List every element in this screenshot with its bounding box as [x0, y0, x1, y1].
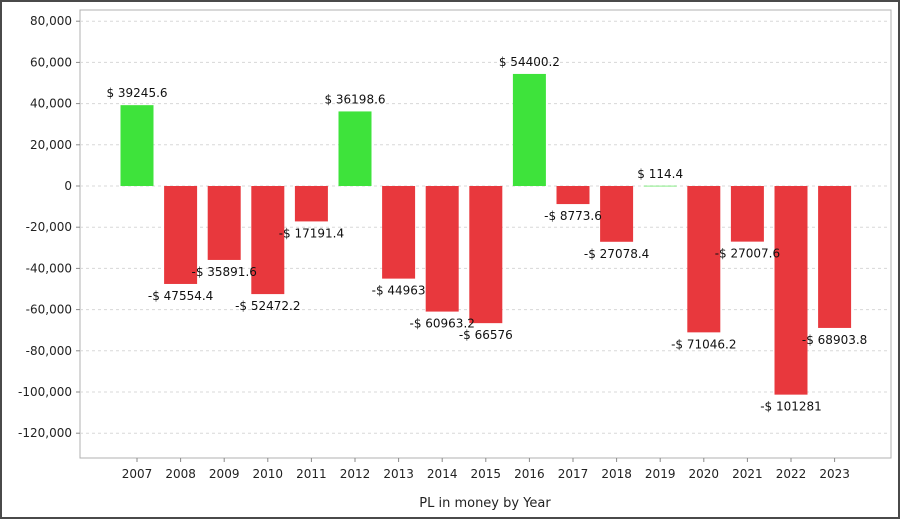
x-tick-label: 2022	[776, 467, 807, 481]
data-label: -$ 44963	[372, 284, 426, 298]
bar-2008	[164, 186, 198, 284]
data-label: -$ 27078.4	[584, 247, 649, 261]
data-labels: $ 39245.6 -$ 47554.4 -$ 35891.6 -$ 52472.2 -…	[106, 55, 867, 414]
bar-2023	[818, 186, 852, 328]
y-axis: 80,000 60,000 40,000 20,000 0 -20,000 -40,000 -…	[18, 14, 80, 440]
data-label: -$ 17191.4	[279, 226, 344, 240]
x-tick-label: 2014	[427, 467, 458, 481]
bar-2013	[382, 186, 416, 279]
x-tick-label: 2019	[645, 467, 676, 481]
data-label: -$ 66576	[459, 328, 513, 342]
data-label: -$ 8773.6	[544, 209, 602, 223]
x-tick-label: 2017	[558, 467, 589, 481]
x-tick-label: 2018	[601, 467, 632, 481]
bars	[120, 73, 852, 395]
data-label: -$ 101281	[760, 400, 822, 414]
x-tick-label: 2016	[514, 467, 545, 481]
y-tick-label: 20,000	[30, 138, 72, 152]
bar-2017	[556, 186, 590, 205]
bar-2007	[120, 105, 154, 186]
bar-2019	[643, 185, 677, 187]
x-tick-label: 2011	[296, 467, 327, 481]
x-tick-label: 2013	[383, 467, 414, 481]
y-tick-label: 0	[64, 179, 72, 193]
x-tick-label: 2021	[732, 467, 763, 481]
bar-2014	[425, 186, 459, 312]
x-tick-label: 2007	[122, 467, 153, 481]
data-label: -$ 47554.4	[148, 289, 213, 303]
y-tick-label: -100,000	[18, 385, 72, 399]
x-axis-title: PL in money by Year	[419, 496, 551, 511]
y-tick-label: -60,000	[26, 303, 72, 317]
bar-2010	[251, 186, 285, 295]
x-tick-label: 2008	[165, 467, 196, 481]
data-label: -$ 52472.2	[235, 299, 300, 313]
y-tick-label: -80,000	[26, 344, 72, 358]
y-tick-label: -40,000	[26, 261, 72, 275]
bar-2018	[600, 186, 634, 242]
bar-2011	[294, 186, 328, 222]
bar-2020	[687, 186, 721, 333]
y-tick-label: 80,000	[30, 14, 72, 28]
y-tick-label: 60,000	[30, 55, 72, 69]
y-tick-label: 40,000	[30, 97, 72, 111]
bar-2022	[774, 186, 808, 395]
data-label: -$ 71046.2	[671, 337, 736, 351]
x-axis: 2007 2008 2009 2010 2011 2012 2013 2014 2015 2016…	[122, 458, 850, 481]
data-label: -$ 60963.2	[409, 317, 474, 331]
bar-2009	[207, 186, 241, 260]
x-tick-label: 2009	[209, 467, 240, 481]
x-tick-label: 2020	[689, 467, 720, 481]
x-tick-label: 2023	[819, 467, 850, 481]
x-tick-label: 2010	[253, 467, 284, 481]
data-label: $ 54400.2	[499, 55, 560, 69]
x-tick-label: 2012	[340, 467, 371, 481]
y-tick-label: -120,000	[18, 426, 72, 440]
y-tick-label: -20,000	[26, 220, 72, 234]
data-label: -$ 35891.6	[191, 265, 256, 279]
data-label: -$ 27007.6	[715, 247, 780, 261]
bar-2015	[469, 186, 503, 324]
bar-2021	[730, 186, 764, 242]
data-label: $ 39245.6	[106, 86, 167, 100]
data-label: $ 36198.6	[324, 92, 385, 106]
x-tick-label: 2015	[471, 467, 502, 481]
data-label: $ 114.4	[637, 167, 683, 181]
data-label: -$ 68903.8	[802, 333, 867, 347]
bar-2012	[338, 111, 372, 186]
bar-2016	[512, 73, 546, 186]
